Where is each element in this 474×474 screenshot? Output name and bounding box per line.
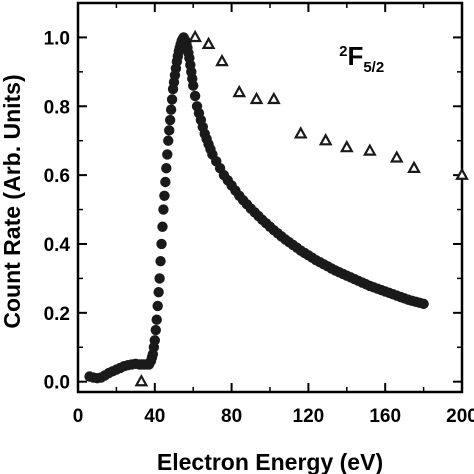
- series-2-point: [389, 150, 404, 163]
- y-tick-label: 0.6: [44, 166, 70, 187]
- series-2-point: [407, 160, 421, 173]
- x-tick-label: 80: [221, 406, 242, 427]
- series-1-point: [157, 221, 168, 232]
- x-tick-label: 120: [293, 406, 325, 427]
- series-1-point: [189, 90, 201, 102]
- series-1-point: [164, 125, 175, 136]
- x-tick-label: 200: [446, 406, 474, 427]
- series-2-point: [215, 53, 229, 67]
- series-2-point: [455, 167, 469, 180]
- term-symbol-subscript: 5/2: [363, 59, 384, 76]
- series-1-point: [159, 190, 170, 201]
- series-1-point: [156, 238, 167, 250]
- series-1-point: [162, 149, 173, 160]
- series-1-point: [150, 324, 161, 336]
- series-1-point: [188, 80, 199, 91]
- series-1-point: [155, 255, 166, 267]
- y-tick-label: 0.4: [44, 235, 71, 256]
- series-2-point: [201, 36, 216, 50]
- series-1-point: [158, 204, 169, 215]
- series-1-point: [418, 298, 429, 310]
- plot-frame: [76, 1, 464, 394]
- series-1-point: [149, 335, 160, 346]
- series-2-point: [362, 143, 377, 156]
- y-tick-label: 0.0: [44, 373, 70, 394]
- series-2-point: [318, 133, 333, 146]
- term-symbol-annotation: 2F5/2: [339, 41, 384, 76]
- tick-labels: 0 40 80 120 160 200 0.0 0.2 0.4 0.6 0.8 1.0: [44, 28, 474, 427]
- y-tick-label: 1.0: [44, 28, 70, 49]
- term-symbol-base: F: [347, 41, 363, 71]
- series-2-point: [293, 126, 308, 139]
- series-1-point: [161, 163, 172, 174]
- term-symbol-superscript: 2: [339, 43, 347, 60]
- y-tick-label: 0.8: [44, 97, 70, 118]
- x-tick-label: 40: [144, 406, 165, 427]
- series-1-point: [165, 104, 177, 115]
- y-tick-label: 0.2: [44, 304, 70, 325]
- axis-ticks: [77, 3, 463, 392]
- x-tick-label: 160: [369, 406, 401, 427]
- y-axis-label: Count Rate (Arb. Units): [0, 74, 25, 328]
- plot-area: [76, 1, 469, 394]
- series-2-point: [249, 91, 264, 105]
- series-1-point: [164, 114, 176, 126]
- data-points: [84, 29, 469, 387]
- series-1-point: [152, 300, 163, 312]
- series-1-point: [160, 176, 171, 188]
- series-2-point: [339, 139, 354, 153]
- x-tick-label: 0: [73, 406, 84, 427]
- x-axis-label: Electron Energy (eV): [157, 449, 383, 474]
- series-2-point: [134, 374, 149, 387]
- series-2-point: [232, 84, 247, 98]
- series-1-point: [163, 135, 174, 146]
- series-1-point: [154, 273, 165, 284]
- series-2-point: [266, 91, 281, 105]
- series-1-point: [151, 314, 162, 325]
- series-1-point: [166, 94, 178, 105]
- series-1-point: [153, 286, 164, 298]
- series-2-point: [188, 29, 202, 43]
